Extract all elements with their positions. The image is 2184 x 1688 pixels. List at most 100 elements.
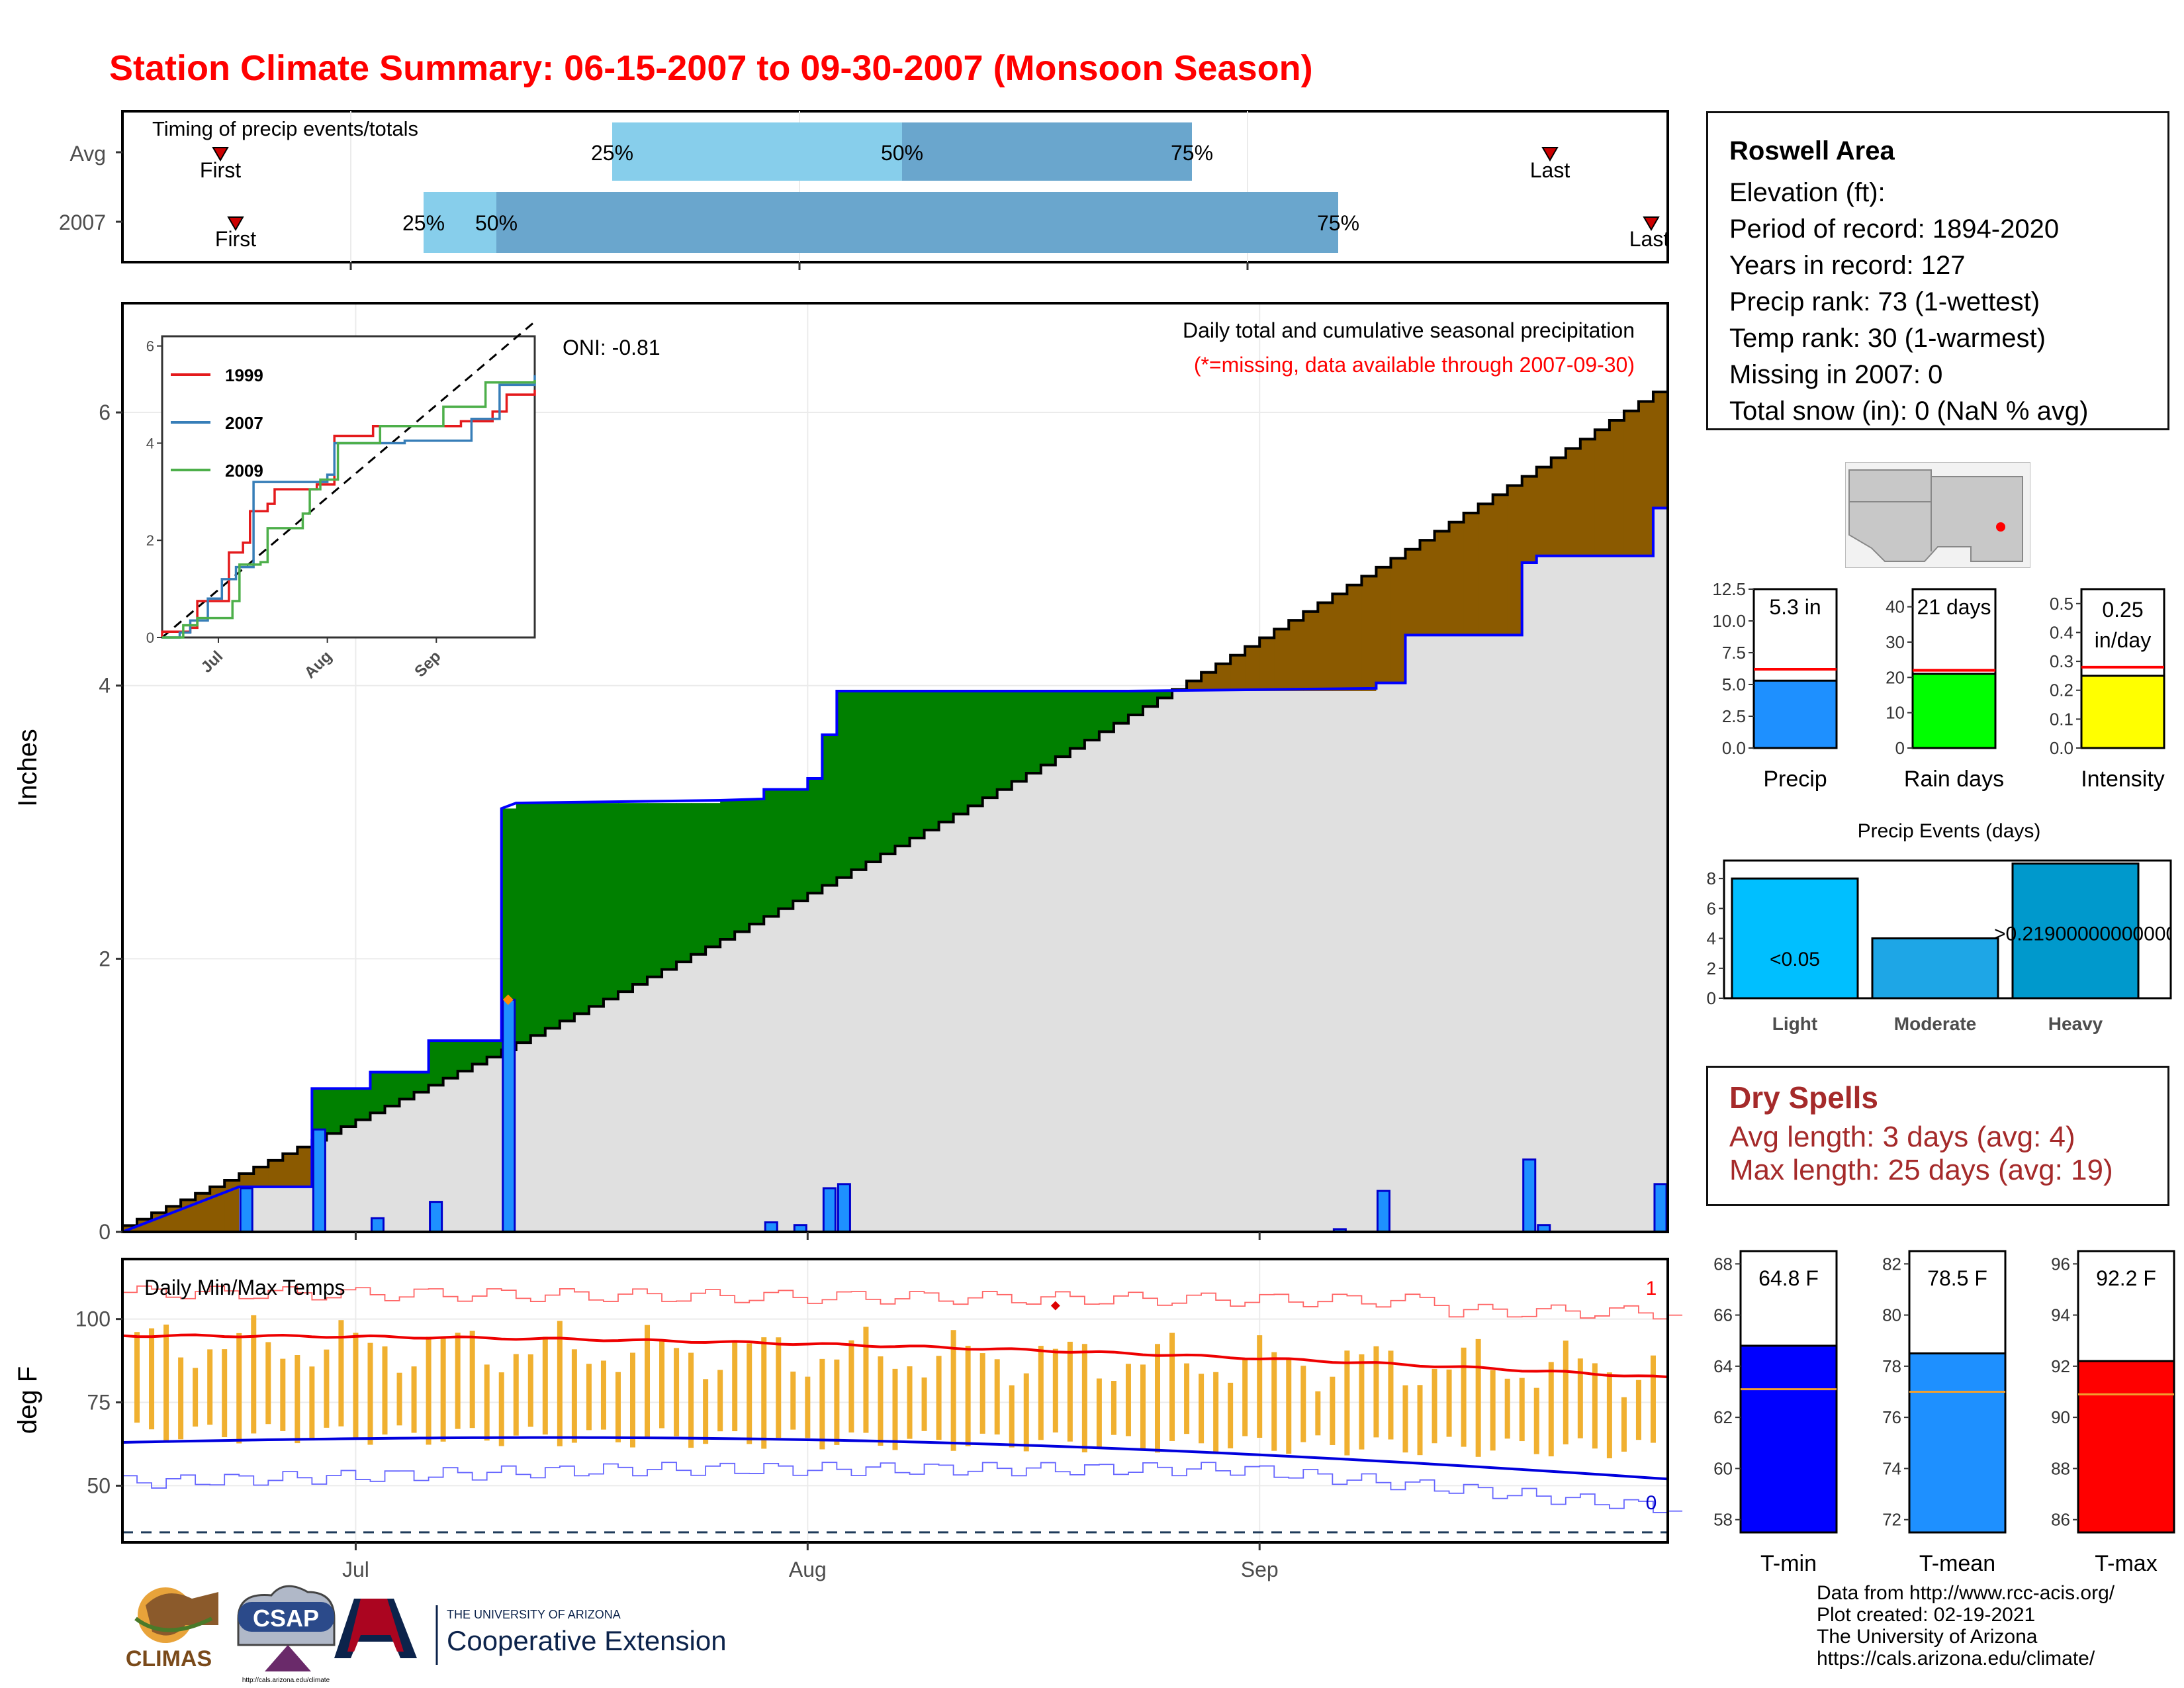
- temp-bar-ytick: 92: [2051, 1356, 2070, 1376]
- mini-bar-fill: [2080, 675, 2165, 749]
- mini-ytick: 10: [1886, 703, 1905, 723]
- daily-temp-bar: [950, 1330, 956, 1451]
- precip-event-bar: [1871, 937, 1999, 1000]
- daily-temp-bar: [1359, 1354, 1365, 1450]
- mini-ytick: 0.1: [2050, 709, 2073, 729]
- event-label-light: <0.05: [1770, 949, 1820, 970]
- ua-big-text: Cooperative Extension: [447, 1625, 727, 1656]
- daily-temp-bar: [1635, 1380, 1641, 1440]
- mini-ytick: 10.0: [1712, 611, 1746, 631]
- precip-event-category: Moderate: [1894, 1013, 1976, 1034]
- daily-temp-bar: [1533, 1387, 1539, 1454]
- daily-temp-bar: [1388, 1350, 1394, 1440]
- daily-temp-bar: [1300, 1366, 1306, 1442]
- daily-temp-bar: [251, 1315, 257, 1434]
- temp-bar-ytick: 94: [2051, 1305, 2070, 1325]
- inset-2007-line: [162, 375, 536, 639]
- precip-event-category: Light: [1772, 1013, 1817, 1034]
- avg-first-label: First: [200, 158, 241, 182]
- dry-max-length: Max length: 25 days (avg: 19): [1729, 1154, 2113, 1186]
- daily-temp-bar: [834, 1359, 840, 1445]
- temp-bar-ytick: 74: [1882, 1458, 1901, 1478]
- record-max-line: [122, 1285, 1683, 1320]
- daily-temp-bar: [1257, 1335, 1263, 1438]
- daily-temp-bar: [863, 1327, 869, 1433]
- precip-frame: [121, 302, 1669, 1233]
- dry-spells-title: Dry Spells: [1729, 1080, 1878, 1115]
- dry-spells-box: Dry Spells Avg length: 3 days (avg: 4) M…: [1706, 1066, 2169, 1206]
- daily-temp-bar: [1548, 1362, 1554, 1457]
- event-ytick: 0: [1707, 988, 1716, 1008]
- temp-ytick: 100: [75, 1307, 111, 1331]
- event-ytick: 6: [1707, 898, 1716, 918]
- avg-cumulative-line: [121, 391, 1668, 1232]
- precip-events-chart: Precip Events (days) Light Moderate Heavy <0…: [1707, 820, 2172, 1034]
- daily-temp-bar: [1111, 1381, 1116, 1435]
- daily-temp-bar: [1504, 1378, 1510, 1439]
- ua-logo: THE UNIVERSITY OF ARIZONA Cooperative Ex…: [334, 1599, 727, 1665]
- daily-temp-bar: [527, 1354, 533, 1427]
- mini-bar-label: Rain days: [1904, 767, 2004, 792]
- daily-temp-bar: [1199, 1374, 1205, 1444]
- inset-ytick: 4: [146, 435, 154, 451]
- daily-temp-bar: [1009, 1385, 1015, 1448]
- credit-url: https://cals.arizona.edu/climate/: [1817, 1648, 2095, 1669]
- y2007-p50: 50%: [475, 211, 518, 235]
- daily-temp-bar: [280, 1358, 286, 1431]
- mini-bar-label: Precip: [1763, 767, 1827, 792]
- daily-temp-bar: [819, 1358, 825, 1450]
- mini-bar-precip: 0.0 2.5 5.0 7.5 10.0 12.5 5.3 in Precip: [1712, 579, 1838, 792]
- y2007-last-label: Last: [1629, 227, 1670, 251]
- row-label-avg: Avg: [69, 142, 106, 165]
- precip-ytick: 6: [99, 400, 111, 424]
- temp-bar-ytick: 80: [1882, 1305, 1901, 1325]
- dry-avg-length: Avg length: 3 days (avg: 4): [1729, 1121, 2075, 1153]
- daily-temp-bar: [848, 1340, 854, 1433]
- daily-temp-bar: [1402, 1385, 1408, 1453]
- daily-temp-bar: [1330, 1376, 1336, 1445]
- avg-min-line: [122, 1436, 1668, 1481]
- daily-temp-bar: [936, 1356, 942, 1440]
- daily-precip-bar: [822, 1187, 837, 1233]
- inset-ytick: 2: [146, 532, 154, 549]
- legend-2009: 2009: [225, 461, 263, 481]
- inset-ytick: 6: [146, 338, 154, 355]
- avg-p75: 75%: [1171, 141, 1213, 165]
- daily-temp-bar: [1052, 1348, 1058, 1432]
- info-years: Years in record: 127: [1729, 251, 1966, 280]
- info-precip-rank: Precip rank: 73 (1-wettest): [1729, 287, 2040, 316]
- locator-map: [1845, 462, 2030, 568]
- page-title: Station Climate Summary: 06-15-2007 to 0…: [109, 48, 1313, 88]
- mini-ytick: 0.0: [2050, 738, 2073, 758]
- daily-temp-bar: [805, 1376, 811, 1438]
- daily-temp-bar: [761, 1337, 767, 1449]
- precip-events-title: Precip Events (days): [1858, 820, 2041, 842]
- temp-bar-value: 64.8 F: [1758, 1266, 1819, 1290]
- temp-ylabel: deg F: [13, 1366, 42, 1434]
- mini-ytick: 0.5: [2050, 594, 2073, 614]
- daily-temp-bar: [1373, 1346, 1379, 1438]
- temp-frame: [121, 1258, 1669, 1544]
- mini-bar-fill: [1752, 679, 1838, 749]
- info-elevation: Elevation (ft):: [1729, 178, 1886, 207]
- mini-bar-intensity: 0.0 0.1 0.2 0.3 0.4 0.5 0.25 in/day Intensity: [2050, 588, 2165, 792]
- mini-ytick: 30: [1886, 632, 1905, 652]
- daily-temp-bar: [586, 1364, 592, 1430]
- summary-bars: 0.0 2.5 5.0 7.5 10.0 12.5 5.3 in Precip 0 10 20 30 4…: [1712, 579, 2165, 792]
- daily-temp-bar: [265, 1342, 271, 1425]
- y2007-first-label: First: [215, 227, 256, 251]
- month-xtick: Aug: [789, 1558, 827, 1581]
- temp-bar-value: 92.2 F: [2096, 1266, 2156, 1290]
- daily-temp-bar: [207, 1349, 213, 1425]
- daily-temp-bar: [1577, 1358, 1583, 1438]
- daily-temp-bar: [1155, 1344, 1161, 1453]
- info-snow: Total snow (in): 0 (NaN % avg): [1729, 397, 2089, 426]
- temp-bar-t-mean: 72 74 76 78 80 82 78.5 F T-mean: [1882, 1250, 2007, 1575]
- daily-precip-bar: [502, 998, 516, 1233]
- obs-cumulative-line: [122, 506, 1668, 1233]
- mini-ytick: 5.0: [1722, 675, 1746, 694]
- avg-p50: 50%: [881, 141, 923, 165]
- y2007-iqr-low: [424, 192, 496, 253]
- daily-precip-bar: [239, 1187, 253, 1233]
